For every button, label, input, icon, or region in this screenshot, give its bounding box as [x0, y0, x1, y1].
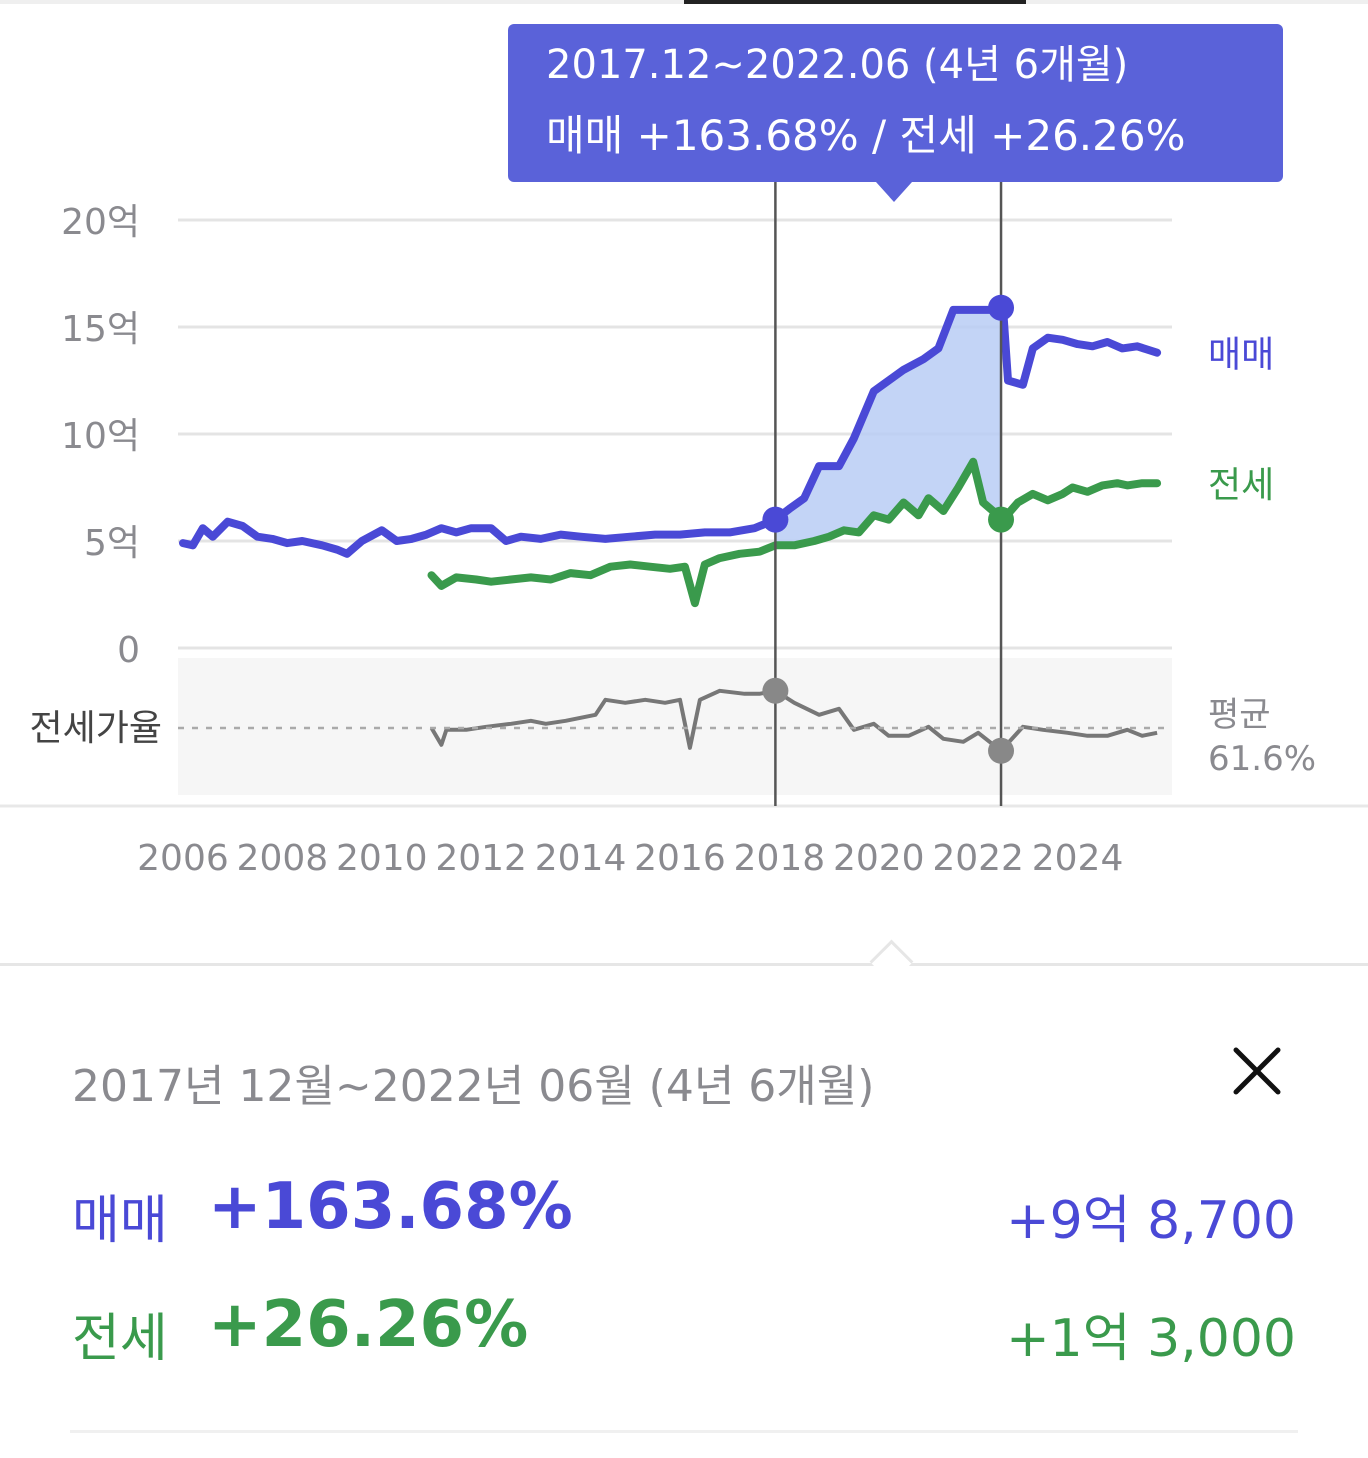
x-tick-label: 2010 — [336, 838, 428, 879]
y-tick-label: 20억 — [61, 202, 140, 243]
x-tick-label: 2018 — [734, 838, 826, 879]
jeonse-series-label: 전세 — [1208, 465, 1274, 506]
sale-percent: +163.68% — [208, 1170, 573, 1244]
bottom-divider — [70, 1430, 1298, 1433]
range-title: 2017년 12월~2022년 06월 (4년 6개월) — [72, 1061, 875, 1112]
tooltip-box — [508, 24, 1283, 182]
jeonse-stat-row: 전세 +26.26% +1억 3,000 — [72, 1288, 1296, 1369]
sale-stat-row: 매매 +163.68% +9억 8,700 — [72, 1170, 1296, 1251]
x-tick-label: 2008 — [237, 838, 329, 879]
tooltip-pointer — [876, 182, 912, 202]
x-tick-label: 2020 — [833, 838, 925, 879]
selection-area — [775, 307, 1001, 546]
sale-end-marker — [988, 294, 1015, 321]
ratio-band — [178, 658, 1172, 795]
ratio-end-marker — [988, 737, 1015, 764]
x-tick-label: 2014 — [535, 838, 627, 879]
jeonse-amount: +1억 3,000 — [1006, 1309, 1296, 1369]
x-tick-label: 2006 — [137, 838, 229, 879]
x-tick-label: 2024 — [1032, 838, 1124, 879]
ratio-start-marker — [762, 677, 789, 704]
x-tick-label: 2016 — [634, 838, 726, 879]
jeonse-line — [427, 457, 1162, 608]
close-icon[interactable] — [1226, 1040, 1288, 1102]
y-tick-label: 0 — [117, 630, 140, 671]
jeonse-percent: +26.26% — [208, 1288, 529, 1362]
price-chart[interactable]: 20억 15억 10억 5억 0 2006 2008 2010 2012 2014 2016 2018… — [0, 0, 1368, 940]
ratio-average-value: 61.6% — [1208, 739, 1316, 779]
x-tick-label: 2022 — [932, 838, 1024, 879]
y-tick-label: 15억 — [61, 309, 140, 350]
y-tick-label: 10억 — [61, 416, 140, 457]
ratio-label: 전세가율 — [30, 708, 162, 749]
panel-pointer — [869, 939, 914, 984]
active-tab-indicator — [684, 0, 1026, 4]
tooltip-range: 2017.12~2022.06 (4년 6개월) — [546, 42, 1128, 88]
sale-series-label: 매매 — [1208, 335, 1274, 376]
y-tick-label: 5억 — [84, 523, 140, 564]
sale-line — [179, 303, 1162, 558]
ratio-average-label: 평균 — [1208, 695, 1271, 735]
jeonse-end-marker — [988, 506, 1015, 533]
x-tick-label: 2012 — [435, 838, 527, 879]
sale-amount: +9억 8,700 — [1006, 1191, 1296, 1251]
sale-start-marker — [762, 506, 789, 533]
panel-divider — [0, 963, 1368, 966]
jeonse-label: 전세 — [72, 1309, 168, 1369]
sale-label: 매매 — [72, 1191, 168, 1251]
tooltip-changes: 매매 +163.68% / 전세 +26.26% — [546, 111, 1186, 160]
